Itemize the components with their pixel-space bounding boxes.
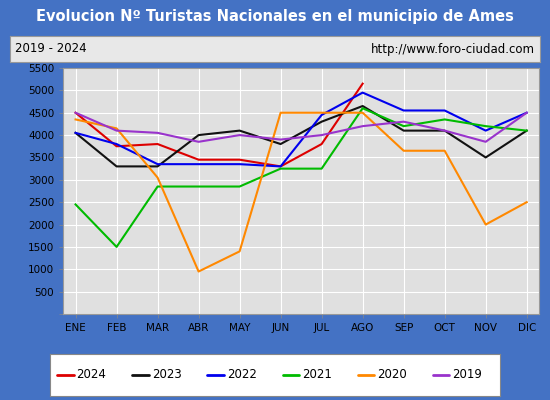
Text: 2024: 2024: [76, 368, 107, 382]
Text: 2023: 2023: [152, 368, 182, 382]
Text: http://www.foro-ciudad.com: http://www.foro-ciudad.com: [371, 42, 535, 56]
Text: 2020: 2020: [377, 368, 407, 382]
Text: 2022: 2022: [227, 368, 257, 382]
Text: 2021: 2021: [302, 368, 332, 382]
Text: Evolucion Nº Turistas Nacionales en el municipio de Ames: Evolucion Nº Turistas Nacionales en el m…: [36, 10, 514, 24]
Text: 2019: 2019: [453, 368, 482, 382]
Text: 2019 - 2024: 2019 - 2024: [15, 42, 87, 56]
